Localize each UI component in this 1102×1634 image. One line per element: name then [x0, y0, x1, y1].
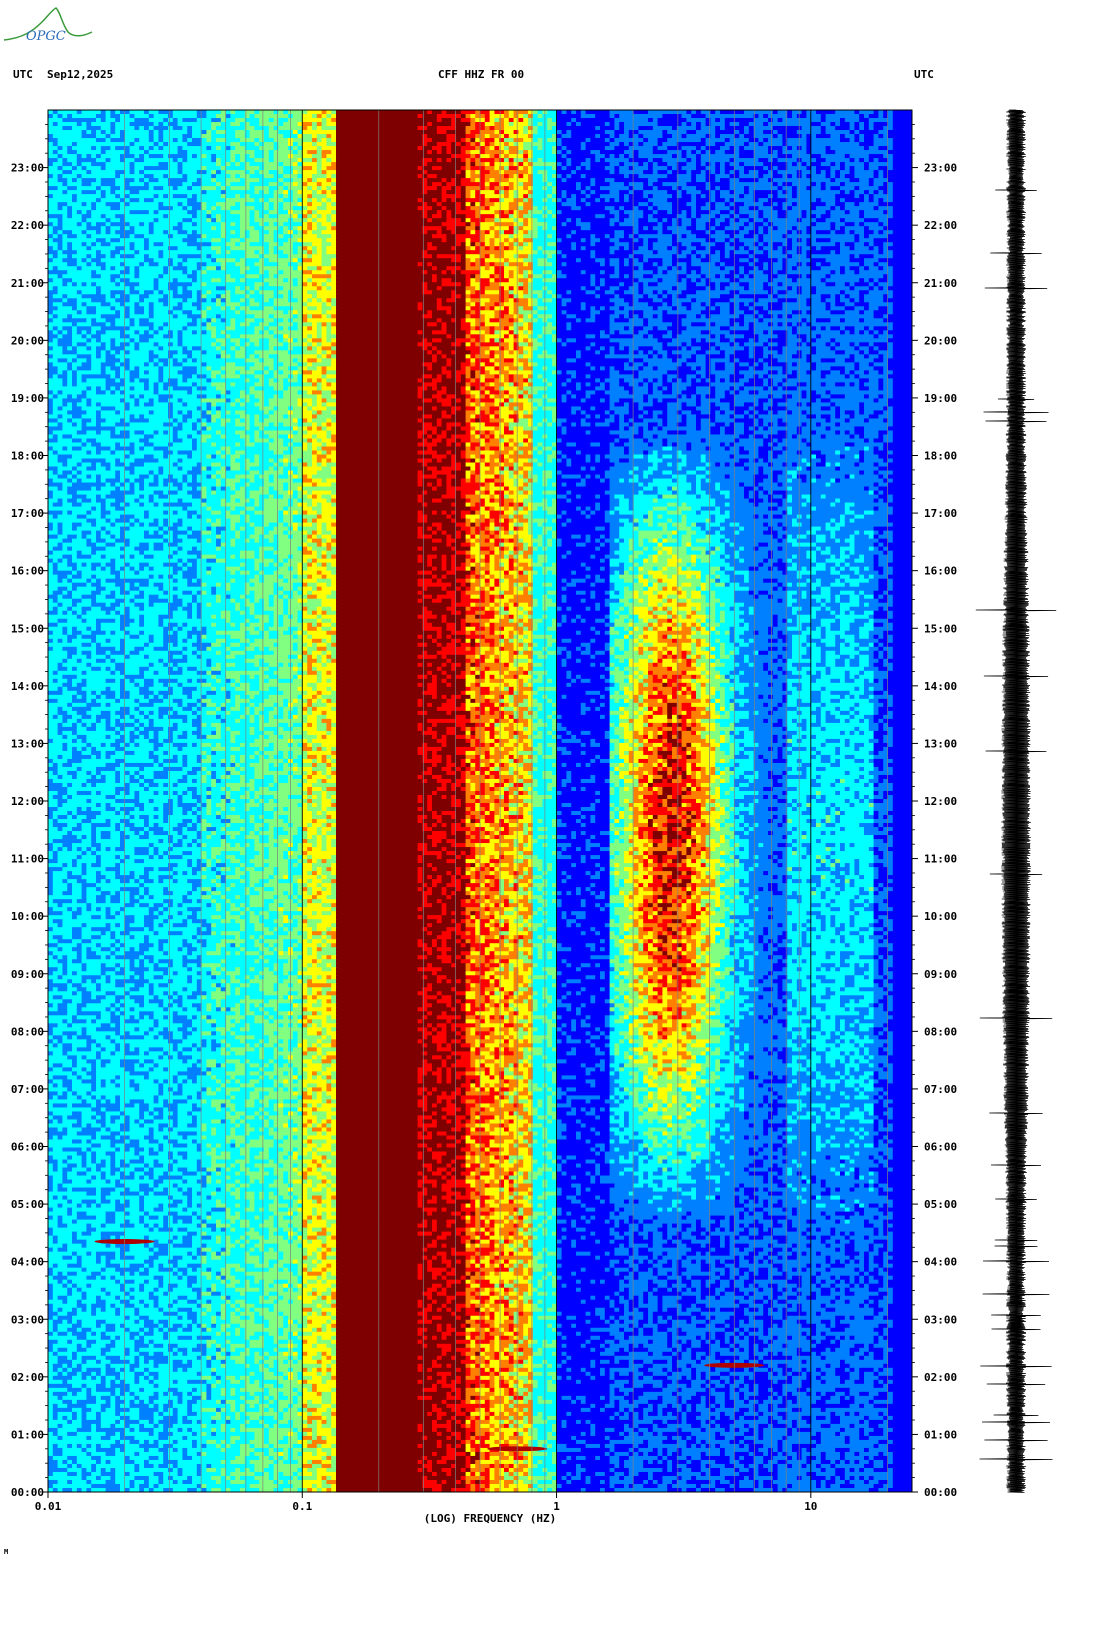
seismogram-path [975, 109, 1057, 1493]
time-tick-label: 13:00 [924, 737, 957, 750]
seismogram-waveform [975, 109, 1057, 1493]
time-tick-label: 04:00 [924, 1256, 957, 1269]
time-tick-label: 06:00 [11, 1141, 44, 1154]
time-axis: 00:00 00:00 01:00 01:00 02:00 02:00 03:00 03:00… [11, 123, 957, 1499]
left-timezone-label: UTC [13, 68, 33, 81]
time-tick-label: 11:00 [11, 853, 44, 866]
time-tick-label: 14:00 [11, 680, 44, 693]
time-tick-label: 21:00 [924, 277, 957, 290]
time-tick-label: 02:00 [924, 1371, 957, 1384]
time-tick-label: 15:00 [924, 622, 957, 635]
time-tick-label: 16:00 [924, 565, 957, 578]
date-label: Sep12,2025 [47, 68, 113, 81]
time-tick-label: 11:00 [924, 853, 957, 866]
time-tick-label: 09:00 [924, 968, 957, 981]
time-tick-label: 18:00 [924, 450, 957, 463]
time-tick-label: 12:00 [924, 795, 957, 808]
time-tick-label: 04:00 [11, 1256, 44, 1269]
logo-text: OPGC [26, 29, 66, 44]
time-tick-label: 22:00 [924, 219, 957, 232]
time-tick-label: 05:00 [11, 1198, 44, 1211]
time-tick-label: 20:00 [924, 334, 957, 347]
time-tick-label: 15:00 [11, 622, 44, 635]
time-tick-label: 00:00 [924, 1486, 957, 1499]
time-tick-label: 20:00 [11, 334, 44, 347]
time-tick-label: 09:00 [11, 968, 44, 981]
opgc-logo: OPGC [3, 7, 93, 44]
time-tick-label: 06:00 [924, 1141, 957, 1154]
time-tick-label: 00:00 [11, 1486, 44, 1499]
x-axis-label: (LOG) FREQUENCY (HZ) [424, 1512, 556, 1525]
time-tick-label: 12:00 [11, 795, 44, 808]
time-tick-label: 07:00 [11, 1083, 44, 1096]
time-tick-label: 08:00 [924, 1025, 957, 1038]
time-tick-label: 08:00 [11, 1025, 44, 1038]
time-tick-label: 23:00 [924, 162, 957, 175]
time-tick-label: 16:00 [11, 565, 44, 578]
frequency-axis: 0.01 0.1 1 10 [35, 1492, 817, 1513]
time-tick-label: 19:00 [11, 392, 44, 405]
time-tick-label: 13:00 [11, 737, 44, 750]
frequency-tick-label: 0.1 [292, 1500, 312, 1513]
time-tick-label: 10:00 [924, 910, 957, 923]
time-tick-label: 21:00 [11, 277, 44, 290]
time-tick-label: 14:00 [924, 680, 957, 693]
frequency-tick-label: 1 [553, 1500, 560, 1513]
time-tick-label: 01:00 [11, 1428, 44, 1441]
frequency-tick-label: 0.01 [35, 1500, 62, 1513]
time-tick-label: 07:00 [924, 1083, 957, 1096]
time-tick-label: 17:00 [11, 507, 44, 520]
time-tick-label: 23:00 [11, 162, 44, 175]
time-tick-label: 10:00 [11, 910, 44, 923]
time-tick-label: 18:00 [11, 450, 44, 463]
right-timezone-label: UTC [914, 68, 934, 81]
frequency-gridlines [48, 110, 888, 1492]
time-tick-label: 03:00 [11, 1313, 44, 1326]
frequency-tick-label: 10 [804, 1500, 817, 1513]
time-tick-label: 05:00 [924, 1198, 957, 1211]
footer-mark: M [4, 1548, 8, 1556]
station-title: CFF HHZ FR 00 [438, 68, 524, 81]
time-tick-label: 19:00 [924, 392, 957, 405]
time-tick-label: 01:00 [924, 1428, 957, 1441]
time-tick-label: 17:00 [924, 507, 957, 520]
time-tick-label: 02:00 [11, 1371, 44, 1384]
time-tick-label: 22:00 [11, 219, 44, 232]
time-tick-label: 03:00 [924, 1313, 957, 1326]
